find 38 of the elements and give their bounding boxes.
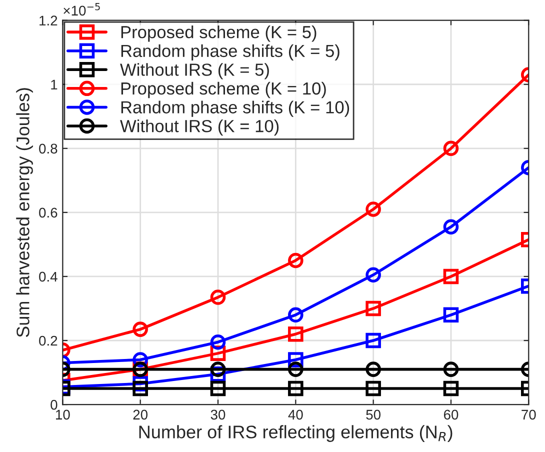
point [288,380,304,396]
point [210,380,226,396]
y-tick-label: 1 [51,80,58,90]
x-tick-label: 20 [133,410,148,420]
point [366,380,381,396]
y-tick-label: 0 [50,400,58,410]
x-tick-label: 10 [56,410,70,420]
point [366,362,381,377]
y-tick-label: 1.2 [40,16,58,26]
x-axis-title: Number of IRS reflecting elements (N$_{R}$) [139,425,452,442]
point [288,326,304,342]
point [366,202,381,217]
x-tick-label: 70 [522,410,536,420]
legend-label: Proposed scheme (K = 5) [121,26,316,42]
y-axis-title: Sum harvested energy (Joules) [16,88,33,338]
y-tick-label: 0.6 [39,208,58,218]
legend-label: Proposed scheme (K = 10) [121,82,326,98]
x-tick-label: 60 [444,410,458,420]
text: ×10$^{−5}$ [64,3,100,16]
point [210,362,226,377]
point [288,252,304,268]
point [288,362,304,377]
point [366,267,381,283]
point [210,290,226,305]
y-tick-label: 0.8 [39,144,58,154]
y-tick-label: 0.2 [39,336,58,346]
x-tick-label: 50 [366,410,381,420]
legend-label: Random phase shifts (K = 10) [121,100,350,117]
point [366,332,381,348]
x-tick-label: 30 [210,410,226,420]
y-tick-label: 0.4 [39,272,58,282]
point [210,334,226,350]
legend-label: Without IRS (K = 10) [120,119,279,136]
legend-label: Random phase shifts (K = 5) [121,44,340,61]
point [288,307,304,323]
x-tick-label: 40 [288,410,303,420]
legend-label: Without IRS (K = 5) [120,63,269,80]
point [366,300,381,316]
